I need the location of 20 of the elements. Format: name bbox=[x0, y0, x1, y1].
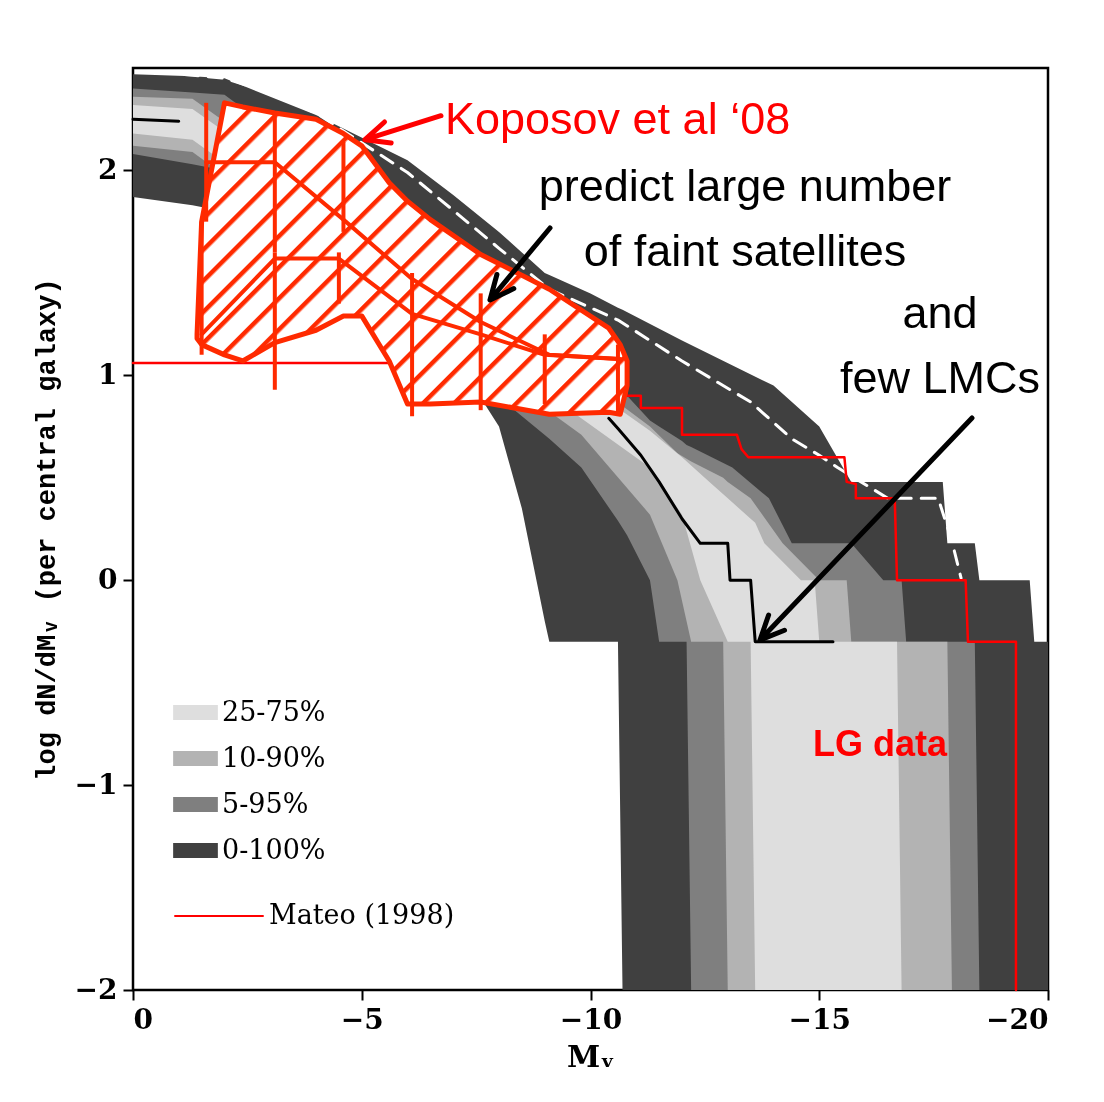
y-tick-label: −1 bbox=[74, 767, 118, 801]
legend-label: 0-100% bbox=[222, 833, 326, 865]
x-tick-label: −5 bbox=[340, 1002, 384, 1036]
annotation: Koposov et al ‘08 bbox=[444, 92, 791, 144]
y-tick-label: 1 bbox=[98, 357, 118, 391]
legend-label: 10-90% bbox=[222, 741, 326, 773]
x-tick-label: −15 bbox=[788, 1002, 851, 1036]
annotation: and few LMCs bbox=[839, 287, 1041, 403]
y-tick-label: 0 bbox=[98, 562, 118, 596]
legend-label: 5-95% bbox=[222, 787, 309, 819]
x-tick-label: −20 bbox=[986, 1002, 1049, 1036]
x-axis-title: Mᵥ bbox=[567, 1038, 615, 1074]
legend-label: Mateo (1998) bbox=[269, 899, 455, 930]
annotation: LG data bbox=[812, 723, 948, 764]
y-axis-title: log dN/dMᵥ (per central galaxy) bbox=[32, 278, 63, 781]
x-tick-label: −10 bbox=[559, 1002, 623, 1036]
y-tick-label: −2 bbox=[74, 972, 118, 1006]
x-tick-label: 0 bbox=[133, 1002, 153, 1036]
y-tick-label: 2 bbox=[98, 152, 118, 186]
legend-label: 25-75% bbox=[222, 695, 326, 727]
